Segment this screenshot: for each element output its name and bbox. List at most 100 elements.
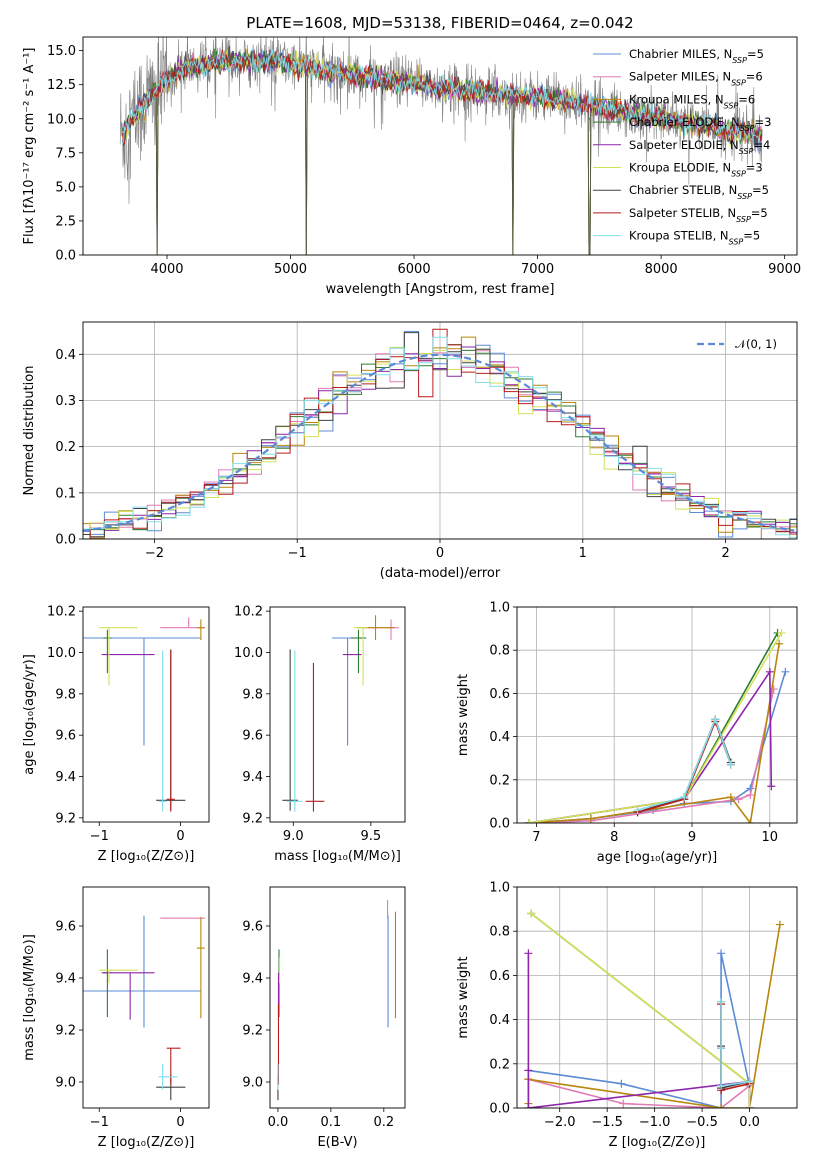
x-tick-label: 5000 — [274, 262, 307, 277]
weight-marker — [524, 819, 533, 823]
weight-line-8 — [637, 717, 732, 811]
plot-area — [119, 37, 763, 255]
weight-marker — [781, 667, 790, 676]
y-tick-label: 0.4 — [489, 730, 510, 745]
weight-marker — [769, 685, 778, 694]
axes-frame — [269, 886, 406, 1109]
errorbar-point-1 — [363, 619, 399, 641]
weight-marker — [726, 760, 735, 769]
x-tick-label: 0 — [176, 1115, 184, 1130]
weight-marker — [746, 819, 755, 823]
legend-label-0: Chabrier MILES, NSSP=5 — [629, 47, 764, 65]
y-tick-label: 9.4 — [242, 972, 263, 987]
legend-label-normal: 𝒩(0, 1) — [735, 337, 777, 351]
panel-residuals: −2 −1 0 1 2 0.0 0.1 0.2 0.3 0.4 (data-model)/error… — [22, 321, 798, 581]
weight-marker — [745, 1104, 754, 1108]
y-tick-label: 0.0 — [55, 249, 76, 264]
errorbar-point-3 — [350, 629, 367, 674]
weight-marker — [717, 1104, 726, 1108]
x-tick-label: 8 — [610, 830, 618, 845]
plot-area — [524, 628, 790, 823]
panel-massweight-vs-Z: −2.0 −1.5 −1.0 −0.5 0.0 0.0 0.2 0.4 0.6 0.8 1.0 Z [… — [456, 881, 798, 1150]
x-tick-label: −1.0 — [639, 1115, 671, 1130]
weight-marker — [617, 1079, 626, 1088]
weight-line-3 — [530, 912, 751, 1108]
weight-line-0 — [528, 671, 787, 823]
x-tick-label: 8000 — [645, 262, 678, 277]
residual-legend: 𝒩(0, 1) — [697, 337, 777, 351]
axes-frame — [82, 321, 798, 540]
y-tick-label: 10.0 — [234, 646, 263, 661]
errorbar-point-4 — [101, 972, 155, 1020]
x-tick-label: −1 — [90, 829, 109, 844]
weight-line-5 — [528, 632, 783, 823]
x-tick-label: 0 — [436, 546, 444, 561]
y-tick-label: 15.0 — [47, 44, 76, 59]
x-tick-label: 7000 — [521, 262, 554, 277]
axes-frame — [516, 606, 798, 824]
y-axis-label: age [log₁₀(age/yr)] — [22, 654, 37, 775]
x-tick-label: −1 — [288, 546, 307, 561]
y-tick-label: 9.6 — [55, 729, 76, 744]
legend-label-5: Kroupa ELODIE, NSSP=3 — [629, 161, 763, 179]
weight-line-6 — [720, 1001, 750, 1090]
legend-label-1: Salpeter MILES, NSSP=6 — [629, 70, 763, 88]
x-tick-label: 10 — [762, 830, 779, 845]
legend-label-2: Kroupa MILES, NSSP=6 — [629, 92, 755, 110]
y-tick-label: 9.0 — [55, 1076, 76, 1091]
residual-histogram-5 — [83, 346, 797, 539]
plot-area — [277, 900, 397, 1101]
panel-age-vs-mass: 9.0 9.5 9.2 9.4 9.6 9.8 10.0 10.2 mass [log₁₀(M/… — [234, 605, 406, 864]
x-tick-label: 0.2 — [373, 1115, 394, 1130]
y-tick-label: 10.0 — [47, 112, 76, 127]
y-tick-label: 9.8 — [242, 687, 263, 702]
weight-marker — [745, 1077, 754, 1086]
errorbar-point-3 — [103, 949, 112, 1017]
errorbar-point-5 — [99, 969, 138, 984]
y-tick-label: 0.1 — [55, 486, 76, 501]
y-tick-label: 9.8 — [55, 687, 76, 702]
errorbar-point-8 — [158, 1063, 178, 1090]
y-tick-label: 9.6 — [242, 920, 263, 935]
panel-massweight-vs-age: 7 8 9 10 0.0 0.2 0.4 0.6 0.8 1.0 age [log₁₀(age/yr… — [456, 601, 798, 865]
axes-frame — [82, 36, 798, 256]
y-tick-label: 0.0 — [55, 533, 76, 548]
x-tick-label: −2.0 — [544, 1115, 576, 1130]
x-axis-label: mass [log₁₀(M/M⊙)] — [274, 849, 401, 864]
errorbar-point-8 — [287, 650, 303, 812]
y-tick-label: 0.2 — [489, 1057, 510, 1072]
x-axis-label: Z [log₁₀(Z/Z⊙)] — [98, 849, 195, 864]
x-tick-label: 7 — [532, 830, 540, 845]
x-tick-label: −0.5 — [686, 1115, 718, 1130]
x-tick-label: 9.5 — [361, 829, 382, 844]
errorbar-point-7 — [166, 650, 175, 812]
errorbar-point-0 — [83, 915, 201, 1028]
plot-area — [83, 617, 205, 812]
x-axis-label: E(B-V) — [317, 1135, 357, 1150]
errorbar-point-3 — [103, 629, 112, 674]
weight-marker — [619, 1099, 628, 1108]
x-tick-label: 9.0 — [283, 829, 304, 844]
x-tick-label: 2 — [721, 546, 729, 561]
y-tick-label: 0.2 — [489, 773, 510, 788]
x-tick-label: −1 — [90, 1115, 109, 1130]
y-tick-label: 1.0 — [489, 601, 510, 616]
plot-area — [282, 615, 399, 812]
x-tick-label: −2 — [145, 546, 164, 561]
axes-frame — [269, 606, 406, 823]
x-axis-label: Z [log₁₀(Z/Z⊙)] — [98, 1135, 195, 1150]
y-tick-label: 10.0 — [47, 646, 76, 661]
residual-histogram-8 — [83, 336, 797, 539]
legend-label-4: Salpeter ELODIE, NSSP=4 — [629, 138, 770, 156]
weight-marker — [775, 920, 784, 929]
errorbar-point-5 — [353, 627, 368, 686]
panel-mass-vs-Z: −1 0 9.0 9.2 9.4 9.6 Z [log₁₀(Z/Z⊙)] mass [log₁… — [22, 886, 210, 1150]
x-axis-label: (data-model)/error — [380, 566, 501, 581]
model-spectrum-8 — [122, 49, 763, 145]
weight-marker — [680, 793, 689, 802]
y-tick-label: 9.2 — [55, 811, 76, 826]
y-tick-label: 1.0 — [489, 881, 510, 896]
x-tick-label: 0 — [176, 829, 184, 844]
y-axis-label: mass weight — [456, 674, 471, 756]
y-tick-label: 12.5 — [47, 78, 76, 93]
